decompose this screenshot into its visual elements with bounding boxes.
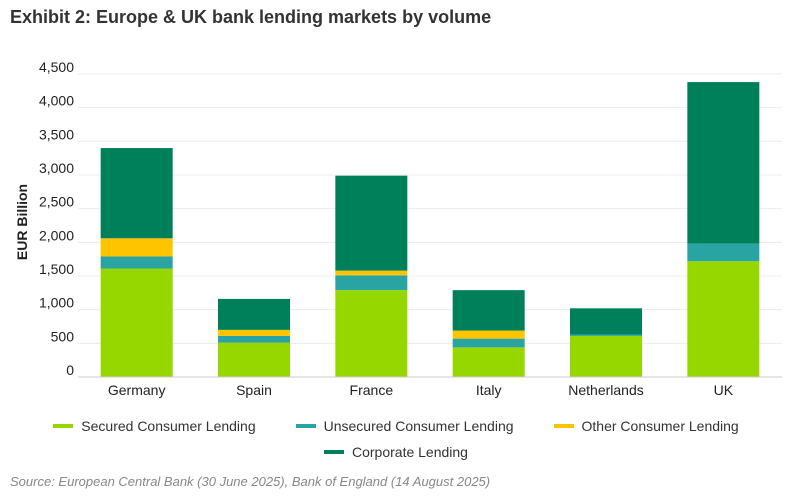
legend-label-secured: Secured Consumer Lending [81, 418, 256, 434]
y-tick-label: 2,000 [39, 227, 74, 243]
bar-segment-spain-4 [218, 298, 290, 330]
bar-segment-spain-3 [218, 329, 290, 336]
gridlines [78, 73, 782, 344]
y-tick-label: 1,000 [39, 295, 74, 311]
bar-segment-netherlands-1 [570, 335, 642, 377]
legend-label-unsecured: Unsecured Consumer Lending [323, 418, 514, 434]
bar-segment-spain-1 [218, 342, 290, 377]
y-tick-label: 3,000 [39, 160, 74, 176]
stacked-bar-chart: 0 500 1,000 1,500 2,000 2,500 3,000 3,500 4,000 4… [14, 59, 782, 398]
y-tick-label: 500 [51, 328, 75, 344]
bar-segment-france-2 [335, 275, 408, 291]
x-tick-label: Italy [476, 382, 502, 398]
bar-segment-germany-1 [100, 268, 173, 377]
bar-segment-uk-4 [687, 82, 760, 244]
source-note: Source: European Central Bank (30 June 2… [10, 474, 491, 489]
x-tick-label: UK [714, 382, 734, 398]
y-tick-label: 0 [66, 362, 74, 378]
legend-item-unsecured: Unsecured Consumer Lending [295, 418, 514, 434]
legend-row-1: Secured Consumer Lending Unsecured Consu… [0, 418, 792, 434]
bar-segment-italy-3 [452, 330, 525, 339]
y-axis-ticks: 0 500 1,000 1,500 2,000 2,500 3,000 3,500 4,000 4… [39, 59, 74, 378]
y-tick-label: 4,500 [39, 59, 74, 75]
legend-swatch-unsecured [295, 424, 316, 428]
legend-row-2: Corporate Lending [0, 444, 792, 460]
bar-segment-italy-1 [452, 347, 525, 377]
y-tick-label: 4,000 [39, 93, 74, 109]
bar-segment-germany-3 [100, 238, 173, 257]
bar-segment-germany-4 [100, 148, 173, 239]
legend-swatch-other [553, 424, 574, 428]
x-tick-label: France [350, 382, 394, 398]
bars [100, 82, 760, 377]
bar-segment-italy-4 [452, 290, 525, 331]
x-tick-label: Germany [108, 382, 166, 398]
bar-segment-uk-1 [687, 261, 760, 377]
y-tick-label: 1,500 [39, 261, 74, 277]
bar-segment-france-4 [335, 175, 408, 271]
bar-segment-netherlands-4 [570, 308, 642, 335]
y-tick-label: 3,500 [39, 126, 74, 142]
y-tick-label: 2,500 [39, 194, 74, 210]
legend-item-secured: Secured Consumer Lending [53, 418, 256, 434]
legend-swatch-secured [53, 424, 74, 428]
legend-item-corporate: Corporate Lending [324, 444, 468, 460]
x-axis-ticks: Germany Spain France Italy Netherlands UK [108, 382, 734, 398]
bar-segment-uk-2 [687, 243, 760, 262]
legend-item-other: Other Consumer Lending [553, 418, 739, 434]
legend-swatch-corporate [324, 450, 344, 454]
bar-segment-italy-2 [452, 338, 525, 348]
bar-segment-netherlands-2 [570, 334, 642, 336]
x-tick-label: Spain [236, 382, 272, 398]
legend-label-other: Other Consumer Lending [581, 418, 739, 434]
legend-label-corporate: Corporate Lending [352, 444, 468, 460]
bar-segment-france-3 [335, 270, 408, 276]
bar-segment-germany-2 [100, 256, 173, 269]
bar-segment-france-1 [335, 290, 408, 377]
y-axis-label: EUR Billion [14, 184, 30, 260]
x-tick-label: Netherlands [568, 382, 644, 398]
chart-title: Exhibit 2: Europe & UK bank lending mark… [10, 7, 492, 27]
bar-segment-spain-2 [218, 335, 290, 343]
